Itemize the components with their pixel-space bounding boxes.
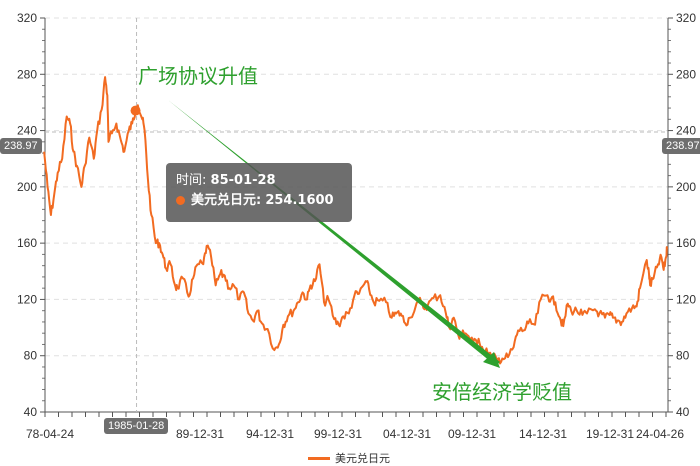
legend-label: 美元兑日元 (335, 452, 390, 465)
x-tick-label: 09-12-31 (448, 427, 496, 441)
x-tick-label: 78-04-24 (26, 427, 74, 441)
x-pointer-label: 1985-01-28 (104, 418, 169, 434)
series-dot-icon (176, 196, 185, 205)
y-tick-label-right: 120 (676, 292, 696, 306)
tooltip-series-label: 美元兑日元: (191, 193, 262, 208)
y-tick-label-right: 40 (676, 405, 690, 419)
x-tick-label: 14-12-31 (519, 427, 567, 441)
annotation-plaza-accord: 广场协议升值 (138, 64, 258, 88)
y-tick-label-right: 240 (676, 124, 696, 138)
series-line (43, 76, 669, 365)
y-tick-label-left: 240 (17, 124, 37, 138)
y-tick-label-right: 200 (676, 180, 696, 194)
tooltip: 时间: 85-01-28 美元兑日元: 254.1600 (166, 163, 352, 222)
x-tick-label: 94-12-31 (246, 427, 294, 441)
y-pointer-label-left: 238.97 (0, 138, 42, 154)
y-pointer-label-right: 238.97 (662, 138, 700, 154)
tooltip-time-label: 时间: (176, 173, 207, 188)
y-tick-label-right: 80 (676, 349, 690, 363)
x-tick-label: 89-12-31 (176, 427, 224, 441)
x-tick-label: 24-04-26 (636, 427, 684, 441)
y-tick-label-left: 320 (17, 11, 37, 25)
y-tick-label-right: 320 (676, 11, 696, 25)
highlight-point (130, 105, 141, 116)
x-tick-label: 99-12-31 (314, 427, 362, 441)
y-tick-label-left: 40 (24, 405, 38, 419)
y-tick-label-right: 160 (676, 236, 696, 250)
arrow-head-icon (483, 352, 500, 368)
annotation-abenomics: 安倍经济学贬值 (432, 380, 572, 404)
y-tick-label-left: 200 (17, 180, 37, 194)
legend-item[interactable]: 美元兑日元 (308, 450, 390, 466)
legend-line-icon (308, 456, 330, 460)
trend-arrow (168, 100, 500, 366)
tooltip-time-value: 85-01-28 (210, 173, 276, 188)
y-tick-label-left: 160 (17, 236, 37, 250)
x-tick-label: 19-12-31 (586, 427, 634, 441)
tooltip-value: 254.1600 (265, 193, 334, 208)
y-tick-label-left: 80 (24, 349, 38, 363)
y-tick-label-left: 120 (17, 292, 37, 306)
x-tick-label: 04-12-31 (383, 427, 431, 441)
y-tick-label-left: 280 (17, 67, 37, 81)
y-tick-label-right: 280 (676, 67, 696, 81)
